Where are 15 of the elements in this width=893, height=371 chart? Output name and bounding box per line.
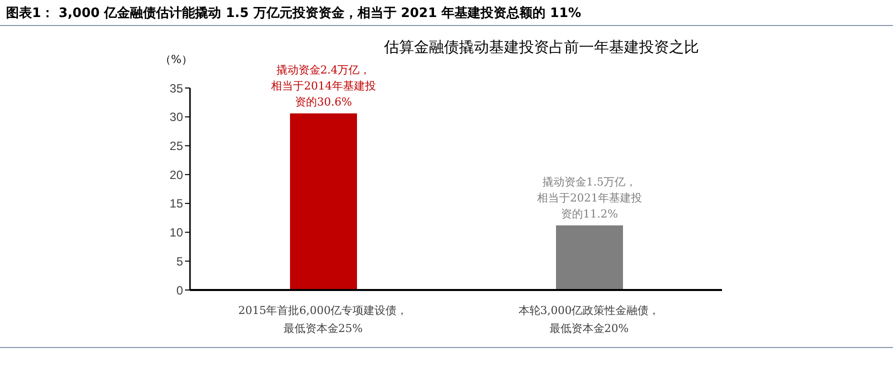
- y-tick-label: 5: [176, 254, 184, 268]
- x-tick-label: 2015年首批6,000亿专项建设债，最低资本金25%: [238, 304, 408, 335]
- y-tick-label: 10: [170, 226, 184, 240]
- y-tick-label: 15: [170, 196, 184, 211]
- y-tick-label: 0: [176, 283, 184, 298]
- annotation: 撬动资金1.5万亿，相当于2021年基建投资的11.2%: [537, 175, 642, 220]
- chart-subtitle: 估算金融债撬动基建投资占前一年基建投资之比: [384, 38, 699, 56]
- y-tick-label: 25: [170, 138, 184, 153]
- y-axis-title: （%）: [160, 52, 192, 67]
- annotation: 撬动资金2.4万亿，相当于2014年基建投资的30.6%: [271, 63, 376, 108]
- y-tick-label: 20: [170, 168, 184, 182]
- y-tick-label: 30: [170, 110, 184, 124]
- chart-title: 图表1： 3,000 亿金融债估计能撬动 1.5 万亿元投资资金，相当于 2021 年基建投资总额的 11%: [6, 4, 582, 22]
- y-tick-label: 35: [170, 81, 184, 96]
- x-tick-label: 本轮3,000亿政策性金融债，最低资本金20%: [518, 304, 660, 335]
